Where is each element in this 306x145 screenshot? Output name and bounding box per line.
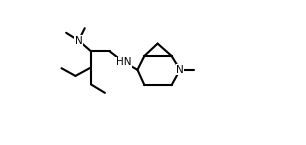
Text: N: N [176, 65, 184, 75]
Text: HN: HN [116, 57, 131, 67]
Text: N: N [75, 36, 82, 46]
